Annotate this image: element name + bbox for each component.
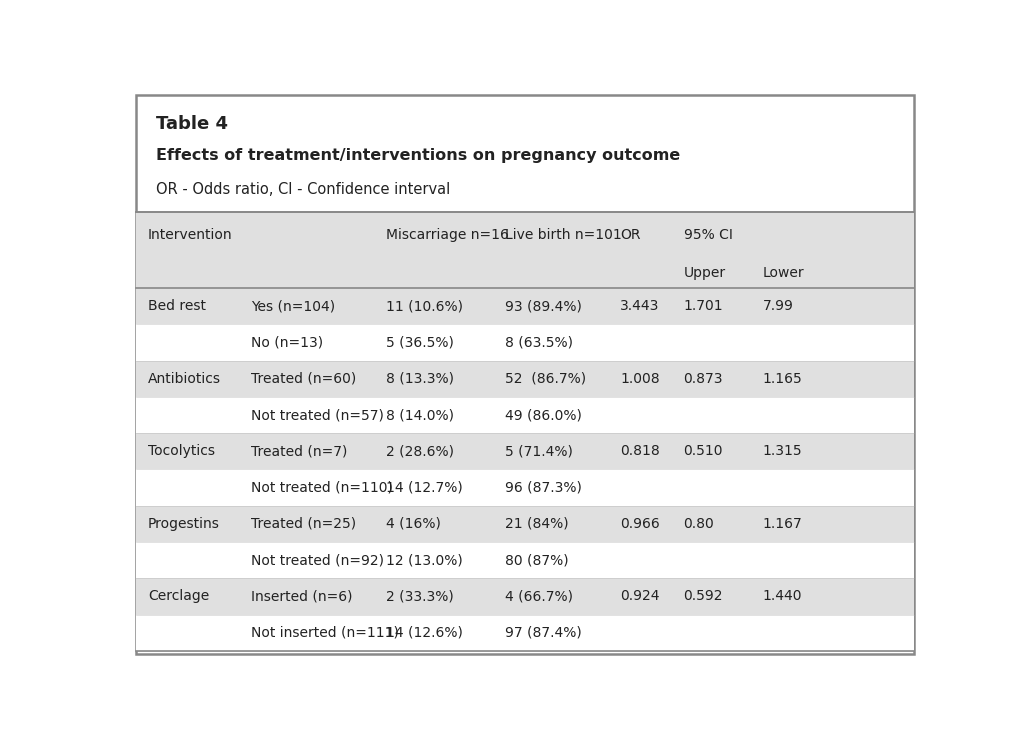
Bar [136, 212, 913, 259]
Text: Bed rest: Bed rest [147, 299, 206, 313]
Text: 93 (89.4%): 93 (89.4%) [505, 299, 582, 313]
Text: Cerclage: Cerclage [147, 590, 209, 603]
Text: 8 (14.0%): 8 (14.0%) [386, 408, 454, 422]
Text: 0.966: 0.966 [620, 517, 659, 531]
Bar [136, 288, 913, 325]
Text: 2 (33.3%): 2 (33.3%) [386, 590, 454, 603]
Text: OR: OR [620, 228, 641, 242]
Text: 12 (13.0%): 12 (13.0%) [386, 554, 463, 567]
Bar [136, 506, 913, 542]
Text: 8 (13.3%): 8 (13.3%) [386, 372, 454, 386]
Text: 2 (28.6%): 2 (28.6%) [386, 445, 454, 459]
Text: 97 (87.4%): 97 (87.4%) [505, 626, 582, 639]
Text: 0.592: 0.592 [684, 590, 723, 603]
Text: Yes (n=104): Yes (n=104) [251, 299, 335, 313]
Text: 1.315: 1.315 [763, 445, 803, 459]
Text: Inserted (n=6): Inserted (n=6) [251, 590, 352, 603]
Text: Not treated (n=110): Not treated (n=110) [251, 481, 393, 495]
Bar [136, 542, 913, 579]
Bar [136, 614, 913, 651]
Text: 5 (36.5%): 5 (36.5%) [386, 336, 454, 350]
Bar [136, 325, 913, 361]
Text: Antibiotics: Antibiotics [147, 372, 221, 386]
Text: Upper: Upper [684, 266, 726, 280]
Text: Progestins: Progestins [147, 517, 220, 531]
Text: No (n=13): No (n=13) [251, 336, 324, 350]
Text: 0.924: 0.924 [620, 590, 659, 603]
Text: 4 (66.7%): 4 (66.7%) [505, 590, 573, 603]
Text: 4 (16%): 4 (16%) [386, 517, 440, 531]
Text: 8 (63.5%): 8 (63.5%) [505, 336, 573, 350]
Text: 80 (87%): 80 (87%) [505, 554, 568, 567]
Text: 52  (86.7%): 52 (86.7%) [505, 372, 586, 386]
Text: Treated (n=60): Treated (n=60) [251, 372, 356, 386]
Text: 0.873: 0.873 [684, 372, 723, 386]
Text: Effects of treatment/interventions on pregnancy outcome: Effects of treatment/interventions on pr… [156, 147, 680, 163]
Text: Tocolytics: Tocolytics [147, 445, 215, 459]
Text: Table 4: Table 4 [156, 115, 227, 133]
Text: 14 (12.6%): 14 (12.6%) [386, 626, 463, 639]
Text: Not treated (n=57): Not treated (n=57) [251, 408, 384, 422]
Text: Not inserted (n=111): Not inserted (n=111) [251, 626, 399, 639]
Text: 14 (12.7%): 14 (12.7%) [386, 481, 463, 495]
Text: 1.167: 1.167 [763, 517, 803, 531]
Bar [136, 579, 913, 614]
Text: Intervention: Intervention [147, 228, 232, 242]
Text: 1.701: 1.701 [684, 299, 723, 313]
Text: Live birth n=101: Live birth n=101 [505, 228, 622, 242]
Text: Miscarriage n=16: Miscarriage n=16 [386, 228, 509, 242]
Text: 1.008: 1.008 [620, 372, 659, 386]
Bar [136, 259, 913, 288]
Text: Not treated (n=92): Not treated (n=92) [251, 554, 384, 567]
Text: Treated (n=7): Treated (n=7) [251, 445, 347, 459]
Text: Lower: Lower [763, 266, 805, 280]
Bar [136, 361, 913, 397]
Text: 96 (87.3%): 96 (87.3%) [505, 481, 582, 495]
Text: 1.440: 1.440 [763, 590, 803, 603]
Text: 7.99: 7.99 [763, 299, 794, 313]
Text: OR - Odds ratio, CI - Confidence interval: OR - Odds ratio, CI - Confidence interva… [156, 182, 450, 198]
Text: 21 (84%): 21 (84%) [505, 517, 568, 531]
Bar [136, 470, 913, 506]
Text: 11 (10.6%): 11 (10.6%) [386, 299, 463, 313]
Bar [136, 433, 913, 470]
Bar [136, 397, 913, 433]
FancyBboxPatch shape [136, 95, 913, 654]
Text: 0.818: 0.818 [620, 445, 659, 459]
Text: 5 (71.4%): 5 (71.4%) [505, 445, 572, 459]
Text: 0.510: 0.510 [684, 445, 723, 459]
Text: 0.80: 0.80 [684, 517, 715, 531]
Text: 49 (86.0%): 49 (86.0%) [505, 408, 582, 422]
Text: Treated (n=25): Treated (n=25) [251, 517, 356, 531]
Text: 3.443: 3.443 [620, 299, 659, 313]
Text: 95% CI: 95% CI [684, 228, 732, 242]
Text: 1.165: 1.165 [763, 372, 803, 386]
